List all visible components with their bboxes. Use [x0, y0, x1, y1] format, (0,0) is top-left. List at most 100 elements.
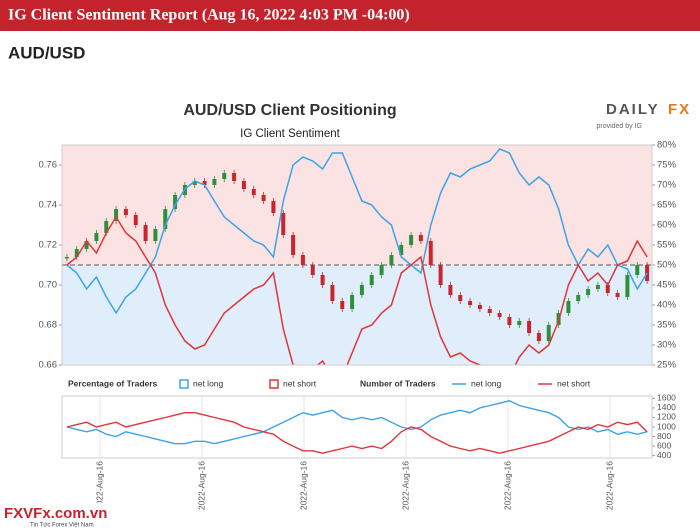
y-tick-label: 0.72 — [39, 240, 58, 251]
plot-border — [61, 144, 653, 366]
y2-tick-label: 50% — [657, 260, 677, 271]
legend-label: net short — [283, 378, 317, 388]
y-tick-label: 400 — [657, 450, 671, 460]
candle — [448, 285, 453, 295]
candle — [123, 209, 128, 215]
candle — [468, 301, 473, 305]
candle — [340, 301, 345, 309]
candle — [586, 289, 591, 295]
candle — [546, 325, 551, 341]
candle — [232, 173, 237, 181]
header-title: IG Client Sentiment Report (Aug 16, 2022… — [8, 7, 410, 24]
candle — [527, 321, 532, 333]
watermark-tagline: Tin Tức Forex Việt Nam — [30, 523, 94, 529]
candle — [517, 321, 522, 325]
y2-tick-label: 75% — [657, 160, 677, 171]
candle — [300, 255, 305, 265]
x-tick-label: 2022-Aug-16 — [196, 461, 206, 510]
legend-swatch — [179, 379, 189, 389]
candle — [261, 195, 266, 201]
candle — [133, 215, 138, 225]
candle — [212, 179, 217, 185]
y-tick-label: 1400 — [657, 402, 676, 412]
legend-label: net long — [193, 378, 224, 388]
y2-tick-label: 60% — [657, 220, 677, 231]
candle — [576, 295, 581, 301]
candle — [487, 309, 492, 313]
y-tick-label: 0.70 — [39, 280, 58, 291]
logo-b: FX — [668, 101, 691, 118]
candle — [143, 225, 148, 241]
y-tick-label: 0.66 — [39, 360, 58, 371]
candle — [281, 213, 286, 235]
candle — [477, 305, 482, 309]
candle — [595, 285, 600, 289]
y2-tick-label: 70% — [657, 180, 677, 191]
candle — [310, 265, 315, 275]
legend-label: net short — [557, 378, 591, 388]
header-bar — [0, 0, 700, 31]
candle — [192, 181, 197, 185]
sentiment-line — [66, 148, 648, 315]
candle — [104, 221, 109, 233]
top-chart: 0.66 0.68 0.70 0.72 0.74 0.76 25% 30% 35% 40% 45% 5… — [39, 140, 677, 389]
candle — [379, 265, 384, 275]
legend-label: net long — [471, 378, 502, 388]
candle — [163, 209, 168, 229]
candle — [497, 313, 502, 317]
candle — [635, 265, 640, 275]
candle — [566, 301, 571, 313]
candle — [389, 255, 394, 265]
x-tick-label: 2022-Aug-16 — [94, 461, 104, 510]
y2-tick-label: 25% — [657, 360, 677, 371]
y-tick-label: 1200 — [657, 412, 676, 422]
y2-tick-label: 45% — [657, 280, 677, 291]
y-tick-label: 800 — [657, 431, 671, 441]
sentiment-line — [66, 215, 648, 365]
candle — [64, 257, 69, 259]
plot-border — [61, 395, 653, 459]
x-tick-label: 2022-Aug-16 — [604, 461, 614, 510]
x-tick-label: 2022-Aug-16 — [298, 461, 308, 510]
y-tick-label: 1000 — [657, 421, 676, 431]
chart-subtitle: IG Client Sentiment — [240, 128, 341, 140]
candle — [605, 285, 610, 293]
y-tick-label: 1600 — [657, 393, 676, 403]
legend-title: Number of Traders — [360, 378, 436, 388]
candle — [241, 181, 246, 189]
candle — [320, 275, 325, 285]
candle — [330, 285, 335, 301]
lines — [66, 400, 648, 454]
candle — [458, 295, 463, 301]
y-tick-label: 600 — [657, 440, 671, 450]
candle — [84, 241, 89, 249]
candle — [74, 249, 79, 257]
candle — [222, 173, 227, 179]
y-tick-label: 0.76 — [39, 160, 58, 171]
y2-tick-label: 80% — [657, 140, 677, 151]
candle — [418, 235, 423, 241]
count-line — [66, 400, 648, 445]
candle — [536, 333, 541, 341]
pair: AUD/USD — [8, 43, 85, 62]
candle — [399, 245, 404, 255]
y2-tick-label: 35% — [657, 320, 677, 331]
candle — [625, 275, 630, 297]
count-line — [66, 412, 648, 454]
y2-tick-label: 40% — [657, 300, 677, 311]
y2-tick-label: 65% — [657, 200, 677, 211]
y2-tick-label: 55% — [657, 240, 677, 251]
candle — [173, 195, 178, 209]
y-tick-label: 0.74 — [39, 200, 58, 211]
candle — [428, 241, 433, 265]
bg-upper — [62, 145, 652, 265]
candle — [271, 201, 276, 213]
watermark-bg — [0, 503, 140, 530]
candle — [350, 295, 355, 309]
watermark-site: FXVFx.com.vn — [4, 505, 107, 522]
logo-a: DAILY — [606, 101, 660, 118]
lines — [66, 148, 648, 365]
provided-by: provided by IG — [596, 123, 642, 130]
candle — [507, 317, 512, 325]
